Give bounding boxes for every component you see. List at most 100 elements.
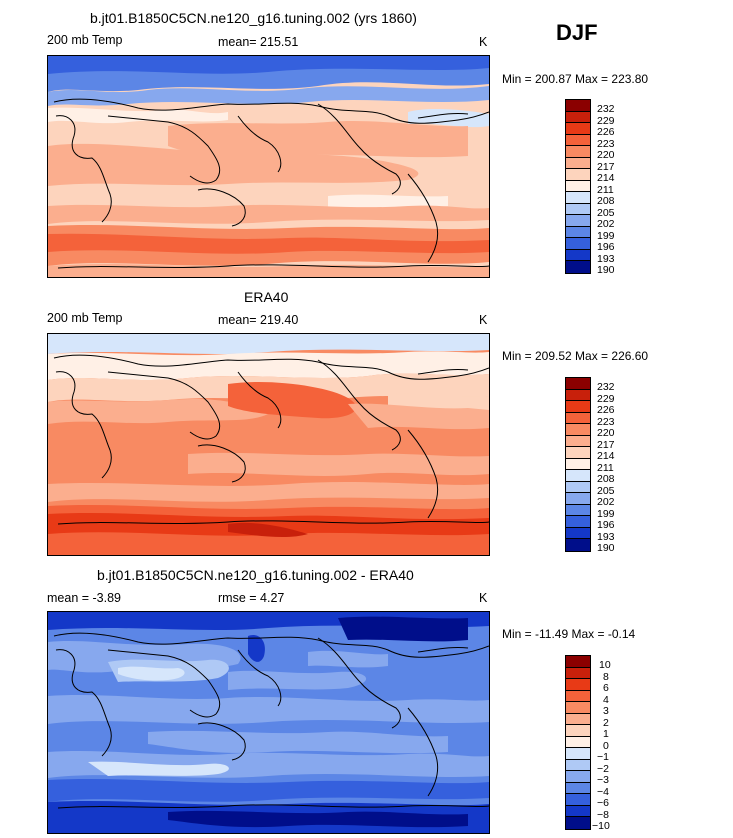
panel-2-colorbar-label: 193 [597, 530, 615, 543]
panel-3-colorbar-swatch [566, 679, 590, 691]
panel-3-colorbar-label: −3 [597, 774, 609, 786]
panel-3-contour-field [48, 612, 489, 833]
panel-1-colorbar-label: 214 [597, 172, 615, 184]
panel-1-colorbar-label: 208 [597, 195, 615, 207]
panel-3-colorbar-label: −1 [597, 751, 609, 763]
panel-3-colorbar [565, 655, 591, 830]
panel-3-colorbar-label: 4 [603, 693, 609, 706]
panel-1-colorbar-label: 193 [597, 252, 615, 265]
panel-2-colorbar-label: 223 [597, 415, 615, 428]
panel-1-colorbar-label: 217 [597, 160, 615, 173]
panel-2-contour-field [48, 334, 489, 555]
panel-2-coastlines [53, 354, 489, 525]
panel-3-colorbar-swatch [566, 702, 590, 714]
panel-1-variable-label: 200 mb Temp [47, 33, 123, 47]
panel-1-title: b.jt01.B1850C5CN.ne120_g16.tuning.002 (y… [90, 10, 417, 26]
panel-2-colorbar-label: 220 [597, 427, 615, 439]
panel-2-colorbar-swatch [566, 378, 590, 390]
panel-2-variable-label: 200 mb Temp [47, 311, 123, 325]
panel-2-minmax: Min = 209.52 Max = 226.60 [502, 349, 649, 363]
panel-3-colorbar-swatch [566, 736, 590, 748]
panel-1-colorbar-label: 190 [597, 264, 615, 276]
panel-1-colorbar-swatch [566, 100, 590, 112]
panel-2-map [47, 333, 490, 556]
panel-3-colorbar-swatch [566, 794, 590, 806]
panel-2-colorbar-label: 232 [597, 381, 615, 393]
panel-3-title: b.jt01.B1850C5CN.ne120_g16.tuning.002 - … [97, 567, 414, 583]
panel-2-colorbar-swatch [566, 458, 590, 470]
panel-2-colorbar-swatch [566, 527, 590, 539]
panel-3-units: K [479, 591, 488, 605]
panel-1-colorbar-label: 226 [597, 126, 615, 138]
panel-1-colorbar-label: 232 [597, 103, 615, 115]
panel-1-colorbar-swatch [566, 203, 590, 215]
panel-1-minmax: Min = 200.87 Max = 223.80 [502, 72, 649, 86]
panel-2-colorbar-label: 199 [597, 507, 615, 520]
panel-1-colorbar-swatch [566, 249, 590, 261]
panel-1-colorbar-swatch [566, 215, 590, 227]
panel-2-colorbar-label: 208 [597, 473, 615, 485]
panel-3-colorbar-swatch [566, 817, 590, 829]
panel-2-units: K [479, 313, 488, 327]
panel-2-colorbar-swatch [566, 389, 590, 401]
panel-2-colorbar [565, 377, 591, 552]
panel-2-colorbar-label: 196 [597, 519, 615, 531]
panel-3-colorbar-swatch [566, 713, 590, 725]
panel-1-colorbar-label: 196 [597, 241, 615, 253]
panel-1-colorbar-swatch [566, 134, 590, 146]
panel-1-contour-field [48, 56, 489, 277]
panel-3-colorbar-label: 3 [603, 705, 609, 717]
panel-1-colorbar-swatch [566, 238, 590, 250]
panel-1-colorbar-swatch [566, 146, 590, 158]
panel-2-colorbar-label: 190 [597, 542, 615, 554]
panel-2-colorbar-label: 202 [597, 496, 615, 508]
panel-3-map [47, 611, 490, 834]
panel-3-mean-label: mean = -3.89 [47, 591, 122, 605]
panel-3-rmse-label: rmse = 4.27 [218, 591, 285, 605]
panel-3-colorbar-swatch [566, 725, 590, 737]
panel-2-colorbar-label: 217 [597, 438, 615, 451]
panel-3-colorbar-label: −2 [597, 762, 609, 775]
panel-2-colorbar-swatch [566, 504, 590, 516]
panel-3-coastlines [53, 632, 489, 809]
panel-3-colorbar-swatch [566, 690, 590, 702]
panel-2-colorbar-swatch [566, 481, 590, 493]
panel-1-colorbar-label: 223 [597, 137, 615, 150]
panel-1-colorbar-swatch [566, 169, 590, 181]
panel-3-colorbar-swatch [566, 805, 590, 817]
panel-1-colorbar-swatch [566, 111, 590, 123]
panel-1-colorbar [565, 99, 591, 274]
panel-2-colorbar-swatch [566, 435, 590, 447]
panel-1-colorbar-label: 211 [597, 183, 614, 196]
panel-3-colorbar-swatch [566, 771, 590, 783]
panel-3-colorbar-label: 2 [603, 716, 609, 729]
panel-3-minmax: Min = -11.49 Max = -0.14 [502, 627, 636, 641]
panel-1-colorbar-label: 220 [597, 149, 615, 161]
panel-3-colorbar-swatch [566, 759, 590, 771]
panel-1-colorbar-swatch [566, 180, 590, 192]
panel-1-colorbar-swatch [566, 226, 590, 238]
panel-3-colorbar-label: 6 [603, 682, 609, 694]
panel-2-colorbar-swatch [566, 401, 590, 413]
panel-2-colorbar-label: 205 [597, 484, 615, 497]
panel-3-colorbar-swatch [566, 667, 590, 679]
panel-3-colorbar-swatch [566, 748, 590, 760]
panel-1-colorbar-swatch [566, 192, 590, 204]
panel-3-colorbar-label: 0 [603, 739, 609, 752]
panel-1-colorbar-label: 199 [597, 229, 615, 242]
panel-2-colorbar-label: 229 [597, 392, 615, 405]
panel-3-colorbar-swatch [566, 656, 590, 668]
panel-1-colorbar-swatch [566, 261, 590, 273]
panel-1-map [47, 55, 490, 278]
panel-1-mean-label: mean= 215.51 [218, 35, 299, 49]
panel-2-colorbar-label: 214 [597, 450, 615, 462]
panel-2-colorbar-swatch [566, 412, 590, 424]
panel-2-colorbar-swatch [566, 424, 590, 436]
panel-1-colorbar-swatch [566, 157, 590, 169]
panel-1-colorbar-label: 202 [597, 218, 615, 230]
panel-3-colorbar-label: −8 [597, 808, 609, 821]
panel-2-mean-label: mean= 219.40 [218, 313, 299, 327]
panel-1-colorbar-swatch [566, 123, 590, 135]
panel-2-colorbar-label: 226 [597, 404, 615, 416]
panel-2-colorbar-swatch [566, 447, 590, 459]
